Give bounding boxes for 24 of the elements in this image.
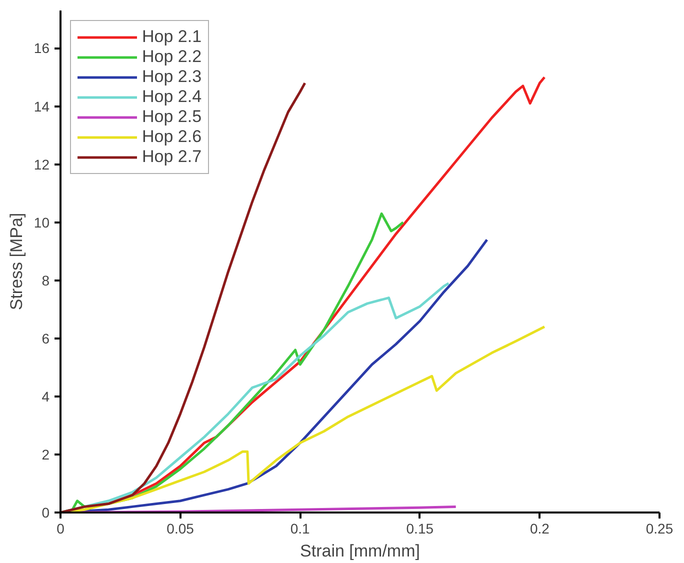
legend-label: Hop 2.4: [142, 87, 202, 107]
legend-label: Hop 2.7: [142, 147, 202, 167]
x-tick-label: 0: [56, 520, 65, 536]
y-tick-label: 10: [34, 214, 50, 230]
x-tick-label: 0.25: [646, 520, 674, 536]
legend-label: Hop 2.6: [142, 127, 202, 147]
x-tick-label: 0.1: [290, 520, 310, 536]
x-axis-title: Strain [mm/mm]: [300, 542, 420, 560]
legend-label: Hop 2.3: [142, 67, 202, 87]
legend-label: Hop 2.2: [142, 47, 202, 67]
y-tick-label: 0: [42, 504, 50, 520]
y-tick-label: 4: [42, 388, 50, 404]
y-tick-label: 16: [34, 40, 50, 56]
x-tick-label: 0.2: [530, 520, 550, 536]
y-tick-label: 12: [34, 156, 50, 172]
y-tick-label: 14: [34, 98, 50, 114]
legend-label: Hop 2.5: [142, 107, 202, 127]
x-tick-label: 0.15: [406, 520, 434, 536]
legend-label: Hop 2.1: [142, 27, 202, 47]
y-tick-label: 2: [42, 446, 50, 462]
y-axis-title: Stress [MPa]: [6, 212, 26, 310]
y-tick-label: 8: [42, 272, 50, 288]
x-tick-label: 0.05: [166, 520, 194, 536]
y-tick-label: 6: [42, 330, 50, 346]
